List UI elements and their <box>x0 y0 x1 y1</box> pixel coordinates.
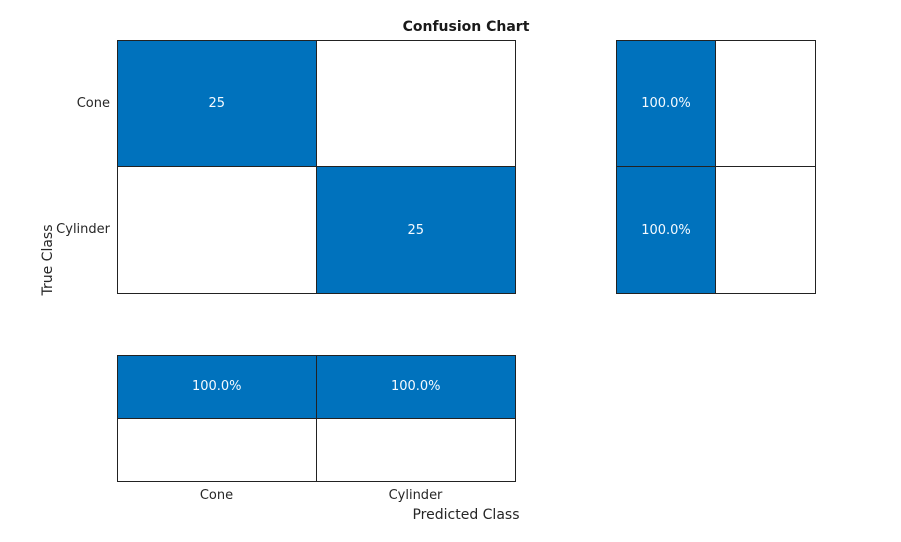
matrix-cell-cylinder-cylinder: 25 <box>316 167 515 293</box>
ytick-label-cylinder: Cylinder <box>56 222 110 237</box>
y-axis-label: True Class <box>40 224 56 296</box>
xtick-label-cylinder: Cylinder <box>388 488 443 503</box>
x-axis-label: Predicted Class <box>412 507 520 523</box>
confusion-matrix-panel: 25 25 <box>117 40 516 294</box>
row-summary-panel: 100.0% 100.0% <box>616 40 816 294</box>
col-summary-cylinder-positive: 100.0% <box>316 356 515 419</box>
matrix-cell-cylinder-cone <box>118 167 317 293</box>
row-summary-cylinder-positive: 100.0% <box>617 167 716 293</box>
matrix-cell-cone-cylinder <box>316 41 515 167</box>
col-summary-cone-negative <box>118 418 317 481</box>
column-summary-panel: 100.0% 100.0% <box>117 355 516 482</box>
ytick-label-cone: Cone <box>76 96 110 111</box>
matrix-cell-cone-cone: 25 <box>118 41 317 167</box>
chart-title: Confusion Chart <box>402 19 530 35</box>
row-summary-cone-positive: 100.0% <box>617 41 716 167</box>
col-summary-cylinder-negative <box>316 418 515 481</box>
row-summary-cone-negative <box>716 41 815 167</box>
col-summary-cone-positive: 100.0% <box>118 356 317 419</box>
row-summary-cylinder-negative <box>716 167 815 293</box>
xtick-label-cone: Cone <box>199 488 234 503</box>
